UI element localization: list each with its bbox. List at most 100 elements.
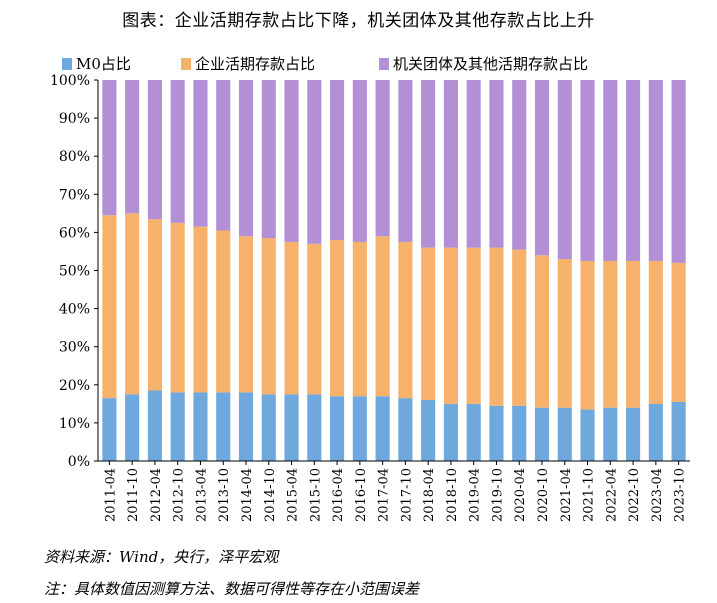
bar-enterprise-14 bbox=[421, 247, 436, 401]
bar-institution-0 bbox=[102, 80, 117, 216]
bar-enterprise-23 bbox=[626, 260, 641, 408]
x-tick-label: 2015-04 bbox=[286, 468, 301, 522]
bar-institution-17 bbox=[489, 80, 504, 248]
bar-m0-13 bbox=[398, 398, 413, 461]
bar-m0-7 bbox=[261, 394, 276, 461]
bar-m0-9 bbox=[307, 394, 322, 461]
x-tick-label: 2019-04 bbox=[468, 468, 483, 522]
bar-enterprise-2 bbox=[147, 219, 162, 391]
bar-institution-23 bbox=[626, 80, 641, 261]
bar-institution-20 bbox=[557, 80, 572, 260]
bar-m0-14 bbox=[421, 400, 436, 461]
bar-enterprise-6 bbox=[238, 236, 254, 393]
footnote: 注：具体数值因测算方法、数据可得性等存在小范围误差 bbox=[44, 580, 420, 598]
y-tick-label: 20% bbox=[59, 378, 90, 394]
y-tick-label: 90% bbox=[59, 111, 90, 127]
bar-institution-15 bbox=[443, 80, 458, 248]
bar-enterprise-7 bbox=[261, 238, 276, 395]
bar-enterprise-3 bbox=[170, 222, 185, 393]
bar-m0-5 bbox=[216, 392, 231, 461]
y-tick-label: 50% bbox=[59, 264, 90, 280]
bar-enterprise-9 bbox=[307, 243, 322, 395]
bar-m0-15 bbox=[443, 403, 458, 461]
bar-institution-11 bbox=[352, 80, 367, 242]
bar-enterprise-22 bbox=[603, 260, 618, 408]
x-tick-label: 2017-10 bbox=[399, 468, 414, 522]
x-tick-label: 2014-04 bbox=[240, 468, 255, 522]
bar-m0-17 bbox=[489, 405, 504, 461]
bar-enterprise-5 bbox=[216, 230, 231, 393]
x-tick-label: 2023-10 bbox=[673, 468, 688, 522]
bar-institution-4 bbox=[193, 80, 208, 227]
axes: 0% 10% 20% 30% 40% 50% 60% 70% 80% 90% 100% 2011-04… bbox=[50, 73, 690, 522]
bar-institution-13 bbox=[398, 80, 413, 242]
x-tick-label: 2011-10 bbox=[126, 468, 141, 522]
bar-institution-9 bbox=[307, 80, 322, 244]
legend-label-m0: M0占比 bbox=[76, 55, 131, 73]
bar-enterprise-19 bbox=[534, 255, 550, 408]
bar-enterprise-15 bbox=[443, 247, 458, 404]
bar-enterprise-21 bbox=[580, 260, 595, 410]
x-tick-label: 2021-04 bbox=[559, 468, 574, 522]
bar-institution-22 bbox=[603, 80, 618, 261]
legend-label-institution: 机关团体及其他活期存款占比 bbox=[393, 55, 588, 73]
legend-swatch-m0 bbox=[62, 58, 72, 70]
bar-m0-4 bbox=[193, 392, 208, 461]
y-tick-label: 60% bbox=[59, 225, 90, 241]
bar-m0-18 bbox=[512, 405, 527, 461]
bar-m0-10 bbox=[330, 396, 345, 461]
bars bbox=[102, 80, 686, 461]
x-tick-label: 2020-10 bbox=[536, 468, 551, 522]
x-tick-label: 2012-10 bbox=[172, 468, 187, 522]
bar-enterprise-16 bbox=[466, 247, 481, 404]
x-tick-label: 2016-04 bbox=[331, 468, 346, 522]
bar-m0-11 bbox=[352, 396, 367, 461]
x-tick-label: 2021-10 bbox=[582, 468, 597, 522]
bar-institution-21 bbox=[580, 80, 595, 261]
source-note: 资料来源：Wind，央行，泽平宏观 bbox=[44, 548, 279, 566]
x-tick-label: 2018-04 bbox=[422, 468, 437, 522]
bar-institution-25 bbox=[671, 80, 686, 263]
x-tick-label: 2020-04 bbox=[513, 468, 528, 522]
legend-label-enterprise: 企业活期存款占比 bbox=[195, 55, 315, 73]
bar-institution-10 bbox=[330, 80, 345, 241]
bar-institution-8 bbox=[284, 80, 299, 242]
legend-swatch-institution bbox=[379, 58, 389, 70]
x-tick-label: 2022-10 bbox=[627, 468, 642, 522]
bar-m0-19 bbox=[534, 407, 550, 461]
bar-enterprise-10 bbox=[330, 240, 345, 397]
bar-enterprise-13 bbox=[398, 241, 413, 399]
bar-m0-2 bbox=[147, 390, 162, 461]
bar-m0-20 bbox=[557, 407, 572, 461]
y-tick-label: 100% bbox=[50, 73, 90, 89]
bar-enterprise-4 bbox=[193, 226, 208, 393]
x-tick-label: 2016-10 bbox=[354, 468, 369, 522]
x-tick-label: 2011-04 bbox=[103, 468, 118, 522]
x-tick-label: 2022-04 bbox=[604, 468, 619, 522]
bar-institution-5 bbox=[216, 80, 231, 231]
y-tick-label: 30% bbox=[59, 340, 90, 356]
bar-institution-1 bbox=[125, 80, 140, 214]
bar-m0-21 bbox=[580, 409, 595, 461]
bar-institution-16 bbox=[466, 80, 481, 248]
bar-institution-24 bbox=[648, 80, 663, 261]
bar-institution-2 bbox=[147, 80, 162, 220]
x-tick-label: 2015-10 bbox=[308, 468, 323, 522]
y-tick-label: 0% bbox=[68, 454, 90, 470]
bar-enterprise-0 bbox=[102, 215, 117, 399]
x-tick-label: 2017-04 bbox=[377, 468, 392, 522]
bar-m0-16 bbox=[466, 403, 481, 461]
bar-m0-0 bbox=[102, 398, 117, 461]
bar-enterprise-20 bbox=[557, 259, 572, 408]
bar-m0-24 bbox=[648, 403, 663, 461]
bar-institution-19 bbox=[534, 80, 550, 256]
bar-m0-12 bbox=[375, 396, 390, 461]
x-tick-label: 2014-10 bbox=[263, 468, 278, 522]
bar-enterprise-18 bbox=[512, 249, 527, 406]
x-tick-label: 2019-10 bbox=[490, 468, 505, 522]
bar-m0-23 bbox=[626, 407, 641, 461]
y-tick-label: 40% bbox=[59, 302, 90, 318]
y-tick-label: 80% bbox=[59, 149, 90, 165]
x-tick-label: 2023-04 bbox=[650, 468, 665, 522]
